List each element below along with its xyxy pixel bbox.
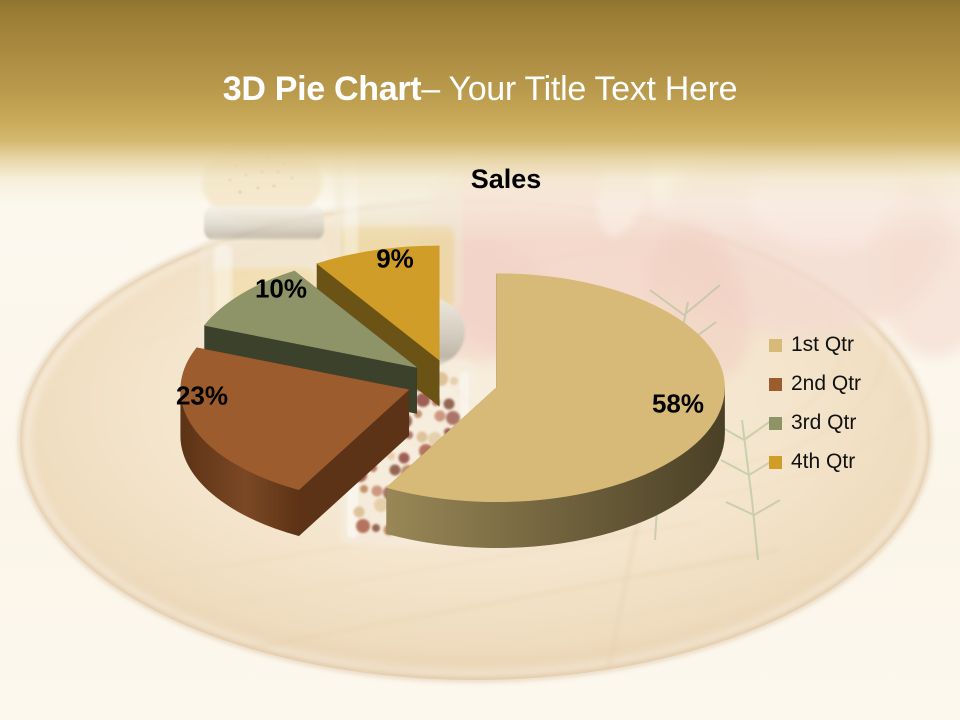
legend-item-2nd-qtr[interactable]: 2nd Qtr — [769, 372, 861, 396]
legend-label: 1st Qtr — [791, 333, 855, 356]
legend: 1st Qtr 2nd Qtr 3rd Qtr 4th Qtr — [769, 333, 861, 474]
pie-slice-4-top[interactable] — [316, 245, 440, 361]
legend-swatch-3rd-qtr — [769, 416, 782, 430]
legend-item-4th-qtr[interactable]: 4th Qtr — [769, 450, 861, 474]
legend-swatch-1st-qtr — [769, 338, 782, 352]
chart-title: Sales — [470, 164, 542, 194]
slice-label-3: 10% — [254, 273, 308, 304]
pie-slice-2-top[interactable] — [180, 347, 410, 491]
pie-slice-1-top[interactable] — [386, 273, 725, 503]
pie-slice-3-top[interactable] — [204, 270, 417, 368]
slice-label-2: 23% — [175, 380, 229, 411]
legend-label: 3rd Qtr — [791, 411, 857, 434]
legend-item-3rd-qtr[interactable]: 3rd Qtr — [769, 411, 861, 435]
legend-swatch-2nd-qtr — [769, 377, 782, 391]
legend-label: 2nd Qtr — [791, 372, 862, 395]
legend-item-1st-qtr[interactable]: 1st Qtr — [769, 333, 861, 357]
slice-label-4: 9% — [376, 243, 414, 274]
legend-swatch-4th-qtr — [769, 455, 782, 469]
legend-label: 4th Qtr — [791, 450, 856, 473]
slice-label-1: 58% — [651, 388, 705, 419]
